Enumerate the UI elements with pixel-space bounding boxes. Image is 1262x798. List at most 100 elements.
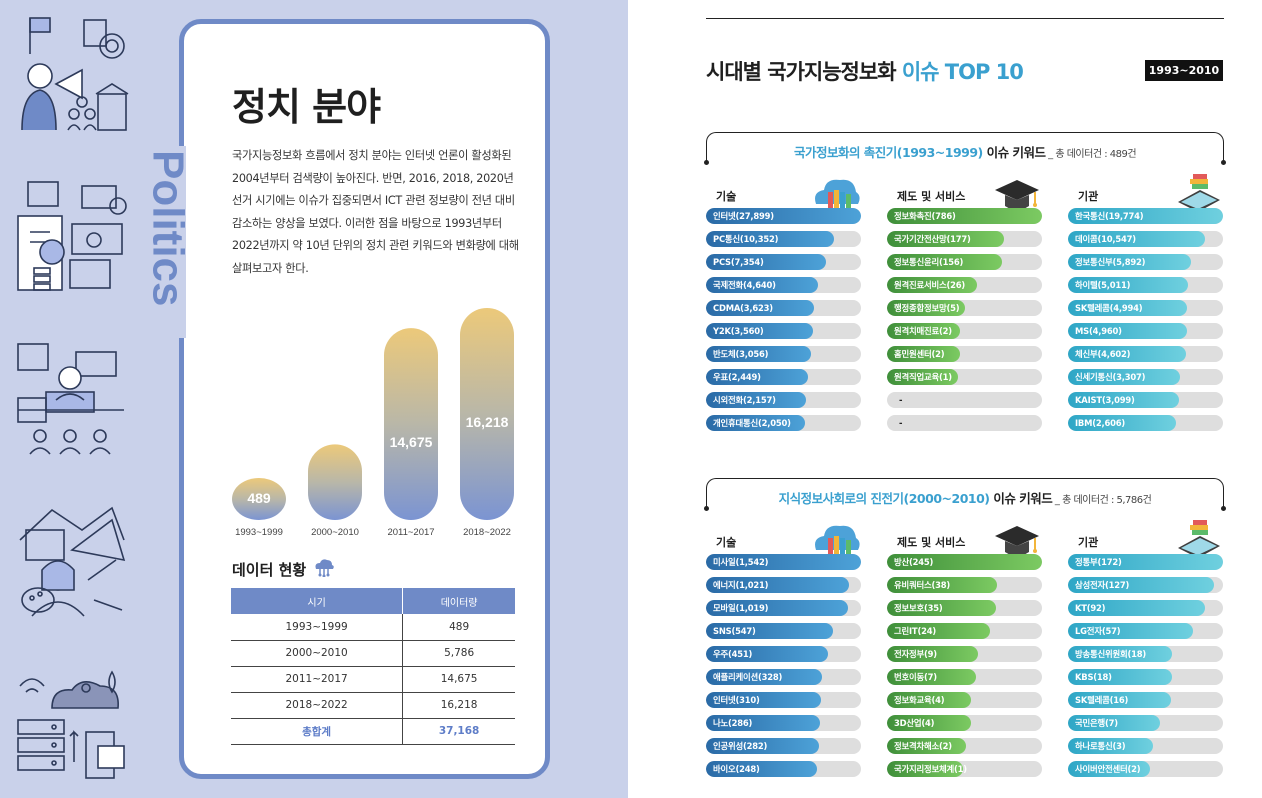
keyword-bar: 홈민원센터(2) <box>887 346 1042 362</box>
data-table: 시기 데이터량 1993~1999 489 2000~2010 5,786 2011… <box>231 588 515 745</box>
table-header-row: 시기 데이터량 <box>231 588 515 614</box>
keyword-label: Y2K(3,560) <box>713 326 764 336</box>
cloud-books-icon <box>810 174 862 218</box>
keyword-bar-fill <box>706 761 817 777</box>
table-cell: 총합계 <box>231 718 404 745</box>
table-cell: 37,168 <box>402 718 515 745</box>
keyword-bar-fill <box>1068 346 1186 362</box>
vertical-title-text: Politics <box>146 150 190 307</box>
keyword-bar-fill <box>706 554 861 570</box>
column-heading: 제도 및 서비스 <box>897 536 966 549</box>
keyword-bar-fill <box>1068 277 1188 293</box>
table-cell: 5,786 <box>402 640 515 667</box>
keyword-bar: 3D산업(4) <box>887 715 1042 731</box>
chart-value-label: 489 <box>247 490 271 506</box>
table-row: 1993~1999 489 <box>231 614 515 641</box>
keyword-column-org: 기관 정통부(172) 삼성전자(127) KT(92) LG전자(57) 방송통신위원회… <box>1068 520 1223 784</box>
chart-category-label: 2018~2022 <box>463 527 511 538</box>
keyword-bar: 인공위성(282) <box>706 738 861 754</box>
keyword-bar: MS(4,960) <box>1068 323 1223 339</box>
data-status-title: 데이터 현황 <box>232 560 307 579</box>
keyword-label: 하이텔(5,011) <box>1075 280 1131 290</box>
keyword-bar: 전자정부(9) <box>887 646 1042 662</box>
keyword-bar: CDMA(3,623) <box>706 300 861 316</box>
table-total-row: 총합계 37,168 <box>231 718 515 745</box>
keyword-bar: - <box>887 392 1042 408</box>
table-cell: 2011~2017 <box>231 666 404 693</box>
keyword-bar-fill <box>1068 208 1223 224</box>
keyword-bar-fill <box>1068 600 1205 616</box>
keyword-bar: KAIST(3,099) <box>1068 392 1223 408</box>
graduation-cap-icon <box>991 174 1043 218</box>
keyword-column-org: 기관 한국통신(19,774) 데이콤(10,547) 정보통신부(5,892) 하이텔… <box>1068 174 1223 438</box>
keyword-section: 국가정보화의 촉진기(1993~1999) 이슈 키워드 _ 총 데이터건 : … <box>704 132 1226 442</box>
keyword-bar-fill <box>887 623 990 639</box>
keyword-bar-fill <box>706 277 818 293</box>
keyword-bar: 하이텔(5,011) <box>1068 277 1223 293</box>
keyword-bar: 사이버안전센터(2) <box>1068 761 1223 777</box>
keyword-bar-fill <box>887 231 1004 247</box>
keyword-label: 미사일(1,542) <box>713 557 769 567</box>
keyword-label: LG전자(57) <box>1075 626 1121 636</box>
keyword-bar-fill <box>706 323 813 339</box>
keyword-bar-fill <box>1068 415 1176 431</box>
column-heading: 기술 <box>716 190 737 203</box>
keyword-label: 방송통신위원회(18) <box>1075 649 1147 659</box>
keyword-bar-fill <box>1068 254 1191 270</box>
keyword-bar: - <box>887 415 1042 431</box>
keyword-bar-fill <box>1068 646 1172 662</box>
keyword-label: CDMA(3,623) <box>713 303 773 313</box>
keyword-bar-fill <box>706 392 806 408</box>
keyword-bar-fill <box>1068 623 1193 639</box>
cloud-books-icon <box>810 520 862 564</box>
keyword-bar-fill <box>887 577 997 593</box>
keyword-bar-fill <box>887 761 963 777</box>
keyword-bar-fill <box>887 254 1002 270</box>
keyword-bar-fill <box>887 646 978 662</box>
keyword-bar-fill <box>706 231 834 247</box>
keyword-bar: 나노(286) <box>706 715 861 731</box>
keyword-column-tech: 기술 미사일(1,542) 에너지(1,021) 모바일(1,019) SNS(547)… <box>706 525 861 784</box>
left-page: Politics 정치 분야 국가지능정보화 흐름에서 정치 분야는 인터넷 언… <box>0 0 628 798</box>
keyword-bar-fill <box>706 623 833 639</box>
keyword-bar: 행정종합정보망(5) <box>887 300 1042 316</box>
chart-bar <box>308 444 362 520</box>
keyword-label: 원격직업교육(1) <box>894 372 952 382</box>
keyword-bar: SNS(547) <box>706 623 861 639</box>
table-cell: 14,675 <box>402 666 515 693</box>
keyword-label: 정보통신부(5,892) <box>1075 257 1146 267</box>
keyword-label: 체신부(4,602) <box>1075 349 1131 359</box>
keyword-bar-fill <box>887 277 977 293</box>
keyword-label: 정보화촉진(786) <box>894 211 956 221</box>
chart-value-label: 14,675 <box>390 434 433 450</box>
keyword-bar-fill <box>1068 369 1180 385</box>
frame-dot <box>1221 506 1226 511</box>
keyword-bar: 원격진료서비스(26) <box>887 277 1042 293</box>
keyword-bar: 정보격차해소(2) <box>887 738 1042 754</box>
keyword-bar-fill <box>887 208 1042 224</box>
keyword-label: 애플리케이션(328) <box>713 672 783 682</box>
table-header-period: 시기 <box>231 588 404 614</box>
keyword-label: 원격진료서비스(26) <box>894 280 966 290</box>
keyword-bar: 정통부(172) <box>1068 554 1223 570</box>
keyword-label: 유비쿼터스(38) <box>894 580 951 590</box>
keyword-bar: 국가기간전산망(177) <box>887 231 1042 247</box>
right-title-main: 시대별 국가지능정보화 <box>706 60 902 84</box>
keyword-bar-fill <box>1068 738 1153 754</box>
keyword-bar-fill <box>887 738 966 754</box>
card-gap <box>172 146 186 338</box>
keyword-label: 홈민원센터(2) <box>894 349 945 359</box>
keyword-label: 신세기통신(3,307) <box>1075 372 1146 382</box>
volume-bar-chart: 4891993~19995,7862000~201014,6752011~201… <box>225 300 525 566</box>
megaphone-person-icon <box>12 14 132 132</box>
keyword-label: 한국통신(19,774) <box>1075 211 1144 221</box>
keyword-label: 정보보호(35) <box>894 603 943 613</box>
keyword-bar-fill <box>1068 692 1171 708</box>
column-heading: 기관 <box>1078 536 1099 549</box>
keyword-label: 원격치매진료(2) <box>894 326 952 336</box>
section-frame <box>704 478 1226 511</box>
chart-bar <box>384 328 438 520</box>
keyword-label: - <box>899 395 903 405</box>
keyword-bar: IBM(2,606) <box>1068 415 1223 431</box>
artist-palette-icon <box>12 500 132 618</box>
